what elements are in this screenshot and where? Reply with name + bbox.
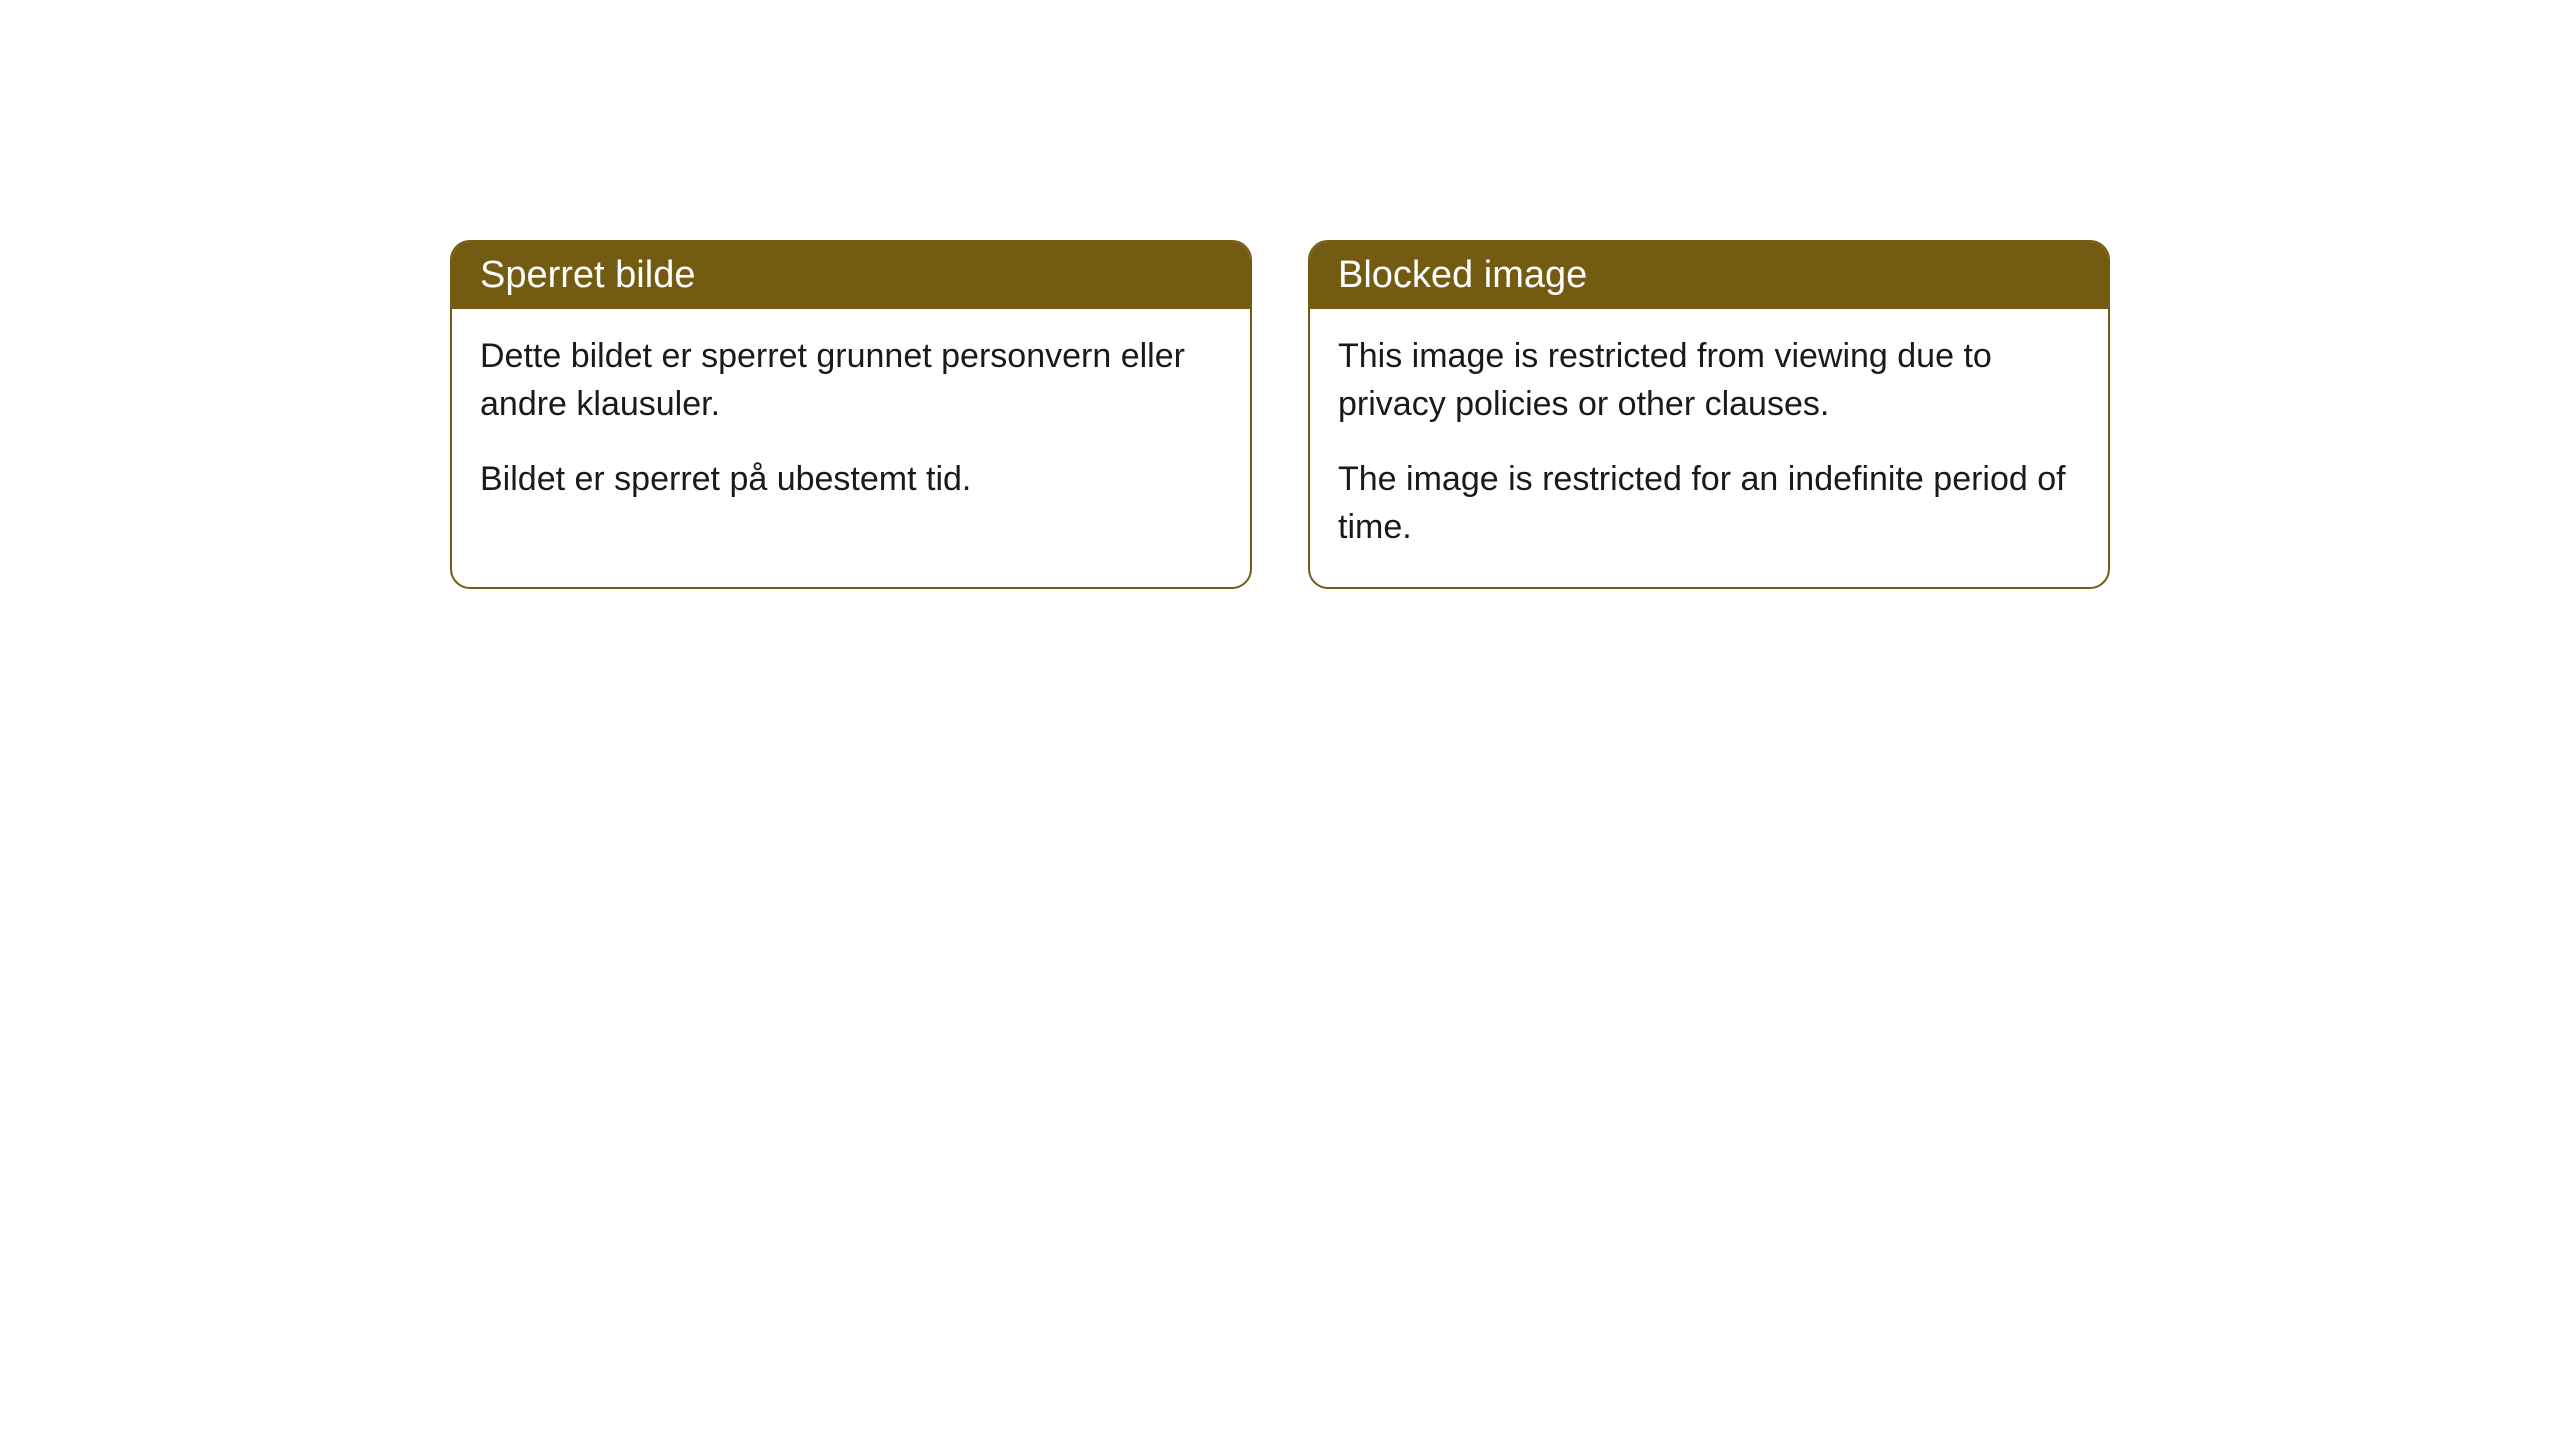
card-title: Blocked image [1338,254,1587,296]
card-paragraph: Bildet er sperret på ubestemt tid. [480,456,1222,504]
card-header: Blocked image [1310,242,2108,309]
card-body: Dette bildet er sperret grunnet personve… [452,309,1250,540]
card-paragraph: Dette bildet er sperret grunnet personve… [480,333,1222,428]
notice-cards-container: Sperret bilde Dette bildet er sperret gr… [450,240,2110,589]
card-paragraph: This image is restricted from viewing du… [1338,333,2080,428]
card-header: Sperret bilde [452,242,1250,309]
card-title: Sperret bilde [480,254,695,296]
card-body: This image is restricted from viewing du… [1310,309,2108,587]
blocked-image-card-norwegian: Sperret bilde Dette bildet er sperret gr… [450,240,1252,589]
blocked-image-card-english: Blocked image This image is restricted f… [1308,240,2110,589]
card-paragraph: The image is restricted for an indefinit… [1338,456,2080,551]
